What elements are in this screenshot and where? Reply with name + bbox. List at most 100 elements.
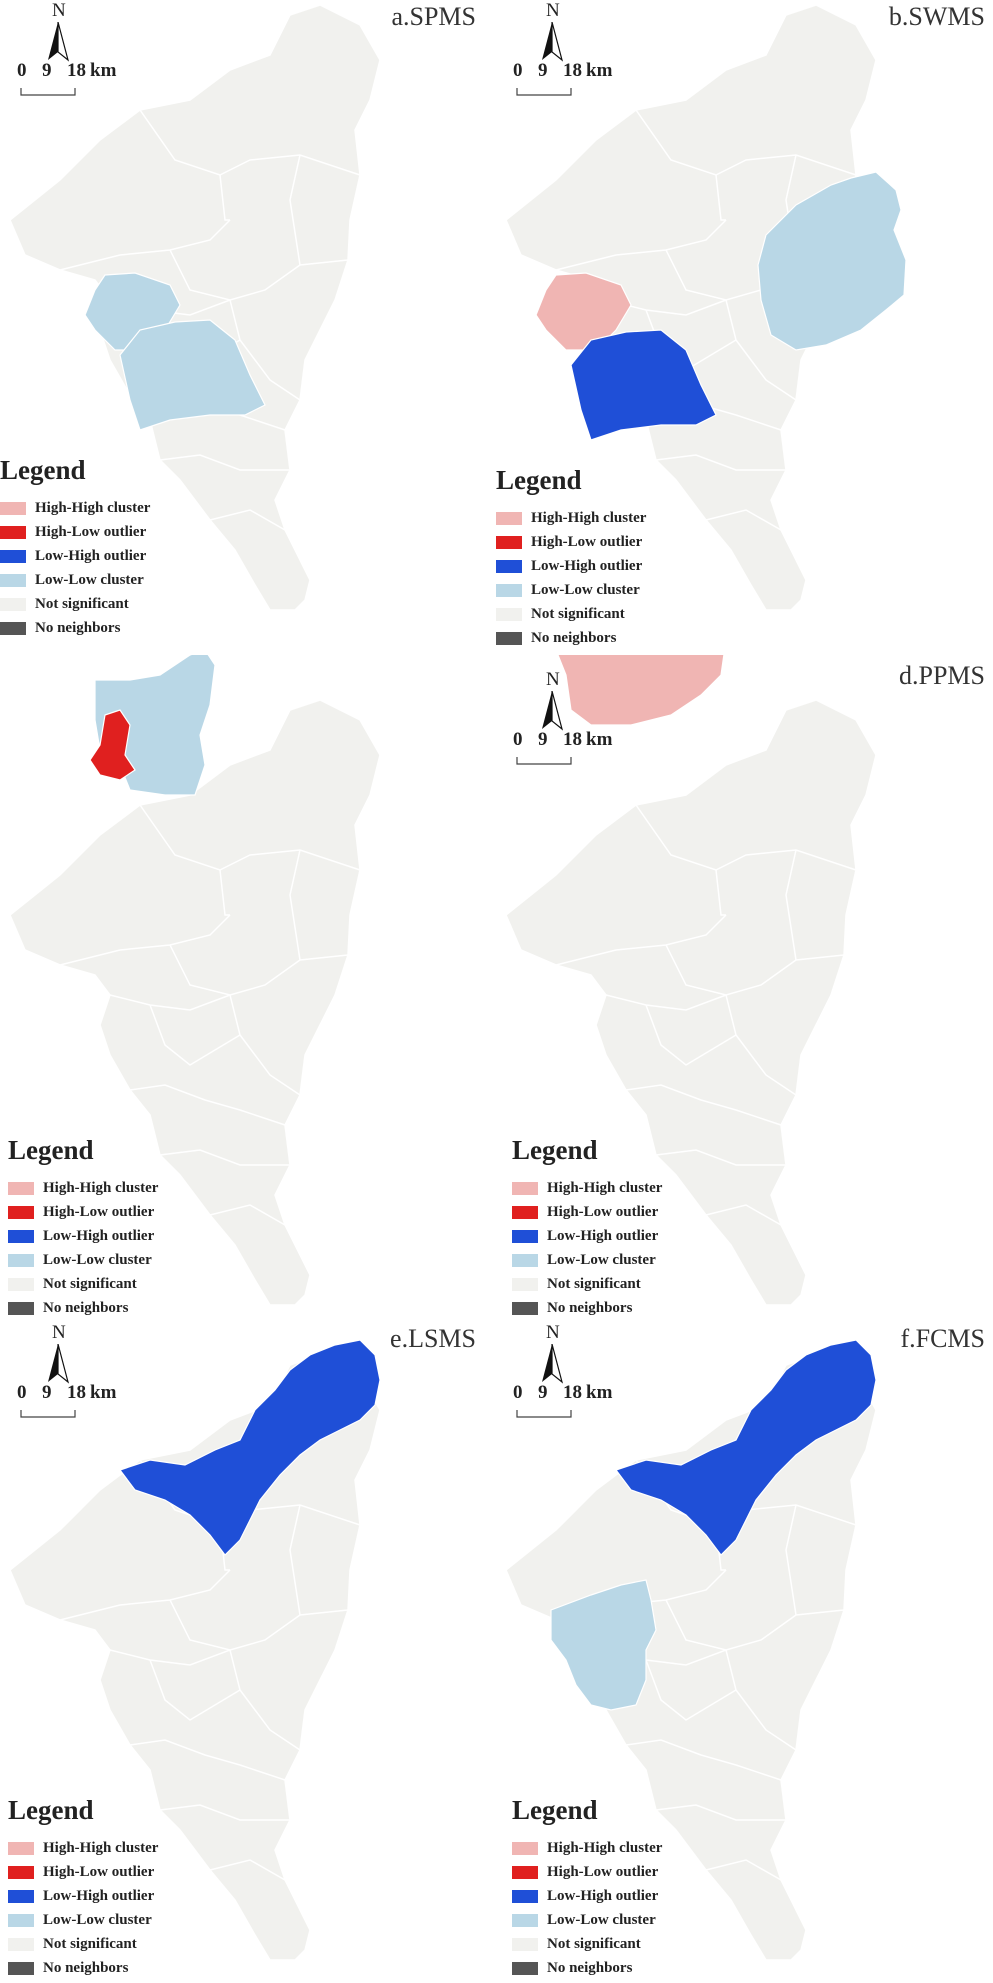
legend-label: High-High cluster <box>547 1179 663 1196</box>
legend-item-ll: Low-Low cluster <box>8 1248 158 1272</box>
map-e <box>0 1310 496 1983</box>
legend-label: No neighbors <box>531 629 617 646</box>
scale-label: 0 <box>513 1382 523 1403</box>
legend-label: Not significant <box>547 1275 641 1292</box>
district-boundary <box>625 1739 782 1781</box>
panel-a: a.SPMS N 0 9 18 km Legend High-High cluster H… <box>0 0 496 655</box>
legend-swatch <box>512 1229 538 1243</box>
legend-item-hl: High-Low outlier <box>0 520 150 544</box>
district-boundary <box>725 994 797 1096</box>
legend-label: High-Low outlier <box>547 1203 659 1220</box>
legend-item-ns: Not significant <box>512 1932 662 1956</box>
legend-label: High-Low outlier <box>43 1203 155 1220</box>
panel-title-f: f.FCMS <box>900 1324 985 1353</box>
legend-item-ll: Low-Low cluster <box>512 1248 662 1272</box>
legend-swatch <box>8 1229 34 1243</box>
legend-title: Legend <box>0 455 86 485</box>
scale-unit: km <box>586 729 613 750</box>
legend-label: High-High cluster <box>35 499 151 516</box>
legend-item-lh: Low-High outlier <box>8 1884 158 1908</box>
district-boundary <box>229 994 301 1096</box>
map-svg-f <box>505 1339 877 1961</box>
district-boundary <box>785 849 797 961</box>
scale-label: 0 <box>17 60 27 81</box>
scale-label: 18 <box>563 60 582 81</box>
legend-item-hh: High-High cluster <box>496 506 646 530</box>
legend-label: Not significant <box>43 1935 137 1952</box>
district-boundary <box>645 1004 737 1066</box>
legend-label: High-High cluster <box>43 1839 159 1856</box>
legend-label: Low-High outlier <box>531 557 643 574</box>
legend-label: Not significant <box>531 605 625 622</box>
legend-swatch <box>496 631 522 645</box>
map-b <box>496 0 993 660</box>
district-boundary <box>219 174 230 221</box>
legend-label: Low-Low cluster <box>43 1911 152 1928</box>
north-label: N <box>546 1322 560 1343</box>
scale-label: 0 <box>513 729 523 750</box>
district-boundary <box>655 1804 786 1821</box>
map-f <box>496 1310 993 1983</box>
legend: Legend High-High cluster High-Low outlier L… <box>8 1795 158 1980</box>
scale-bar-line <box>20 88 76 96</box>
district-boundary <box>129 1739 286 1781</box>
legend-label: High-Low outlier <box>43 1863 155 1880</box>
legend-label: Low-High outlier <box>35 547 147 564</box>
legend-title: Legend <box>496 465 582 495</box>
district-boundary <box>705 509 782 531</box>
legend-label: No neighbors <box>43 1959 129 1976</box>
legend-swatch <box>496 535 522 549</box>
legend-item-ns: Not significant <box>496 602 646 626</box>
region-center_west_big <box>550 1579 657 1711</box>
legend-title: Legend <box>512 1795 598 1825</box>
legend-item-ll: Low-Low cluster <box>8 1908 158 1932</box>
district-boundary <box>635 804 857 871</box>
district-boundary <box>715 174 726 221</box>
legend-label: No neighbors <box>547 1299 633 1316</box>
legend-item-hh: High-High cluster <box>512 1176 662 1200</box>
legend-label: Low-Low cluster <box>547 1251 656 1268</box>
legend-item-nn: No neighbors <box>512 1296 662 1320</box>
legend: Legend High-High cluster High-Low outlier L… <box>496 465 646 650</box>
scale-bar-line <box>516 757 572 765</box>
legend-label: High-Low outlier <box>531 533 643 550</box>
legend-item-nn: No neighbors <box>8 1956 158 1980</box>
legend: Legend High-High cluster High-Low outlier L… <box>8 1135 158 1320</box>
scale-label: 9 <box>538 729 548 750</box>
legend-item-lh: Low-High outlier <box>0 544 150 568</box>
district-boundary <box>665 944 845 996</box>
district-boundary <box>289 1504 301 1616</box>
legend-swatch <box>8 1301 34 1315</box>
panel-title-e: e.LSMS <box>390 1324 476 1353</box>
legend-label: High-Low outlier <box>547 1863 659 1880</box>
legend-label: No neighbors <box>43 1299 129 1316</box>
legend-swatch <box>0 621 26 635</box>
district-boundary <box>159 1804 290 1821</box>
legend-label: Not significant <box>43 1275 137 1292</box>
legend-swatch <box>496 559 522 573</box>
legend-item-ns: Not significant <box>0 592 150 616</box>
legend-swatch <box>8 1253 34 1267</box>
district-boundary <box>705 1204 782 1226</box>
panel-title-d: d.PPMS <box>899 661 985 690</box>
region-north <box>119 1339 381 1556</box>
legend-label: Low-High outlier <box>547 1227 659 1244</box>
legend-label: Not significant <box>547 1935 641 1952</box>
north-arrow-icon <box>542 691 564 731</box>
district-boundary <box>605 994 727 1011</box>
scale-label: 9 <box>42 1382 52 1403</box>
legend-label: Low-Low cluster <box>531 581 640 598</box>
north-arrow-icon <box>48 1344 70 1384</box>
district-boundary <box>169 944 349 996</box>
legend-item-hl: High-Low outlier <box>512 1860 662 1884</box>
map-svg-c <box>9 649 381 1306</box>
north-arrow-icon <box>48 22 70 62</box>
legend-item-lh: Low-High outlier <box>496 554 646 578</box>
legend-swatch <box>0 501 26 515</box>
district-boundary <box>725 1649 797 1751</box>
district-boundary <box>715 869 726 916</box>
legend-label: Low-Low cluster <box>35 571 144 588</box>
legend-label: Low-High outlier <box>43 1887 155 1904</box>
legend: Legend High-High cluster High-Low outlier L… <box>512 1795 662 1980</box>
legend-item-ns: Not significant <box>8 1932 158 1956</box>
